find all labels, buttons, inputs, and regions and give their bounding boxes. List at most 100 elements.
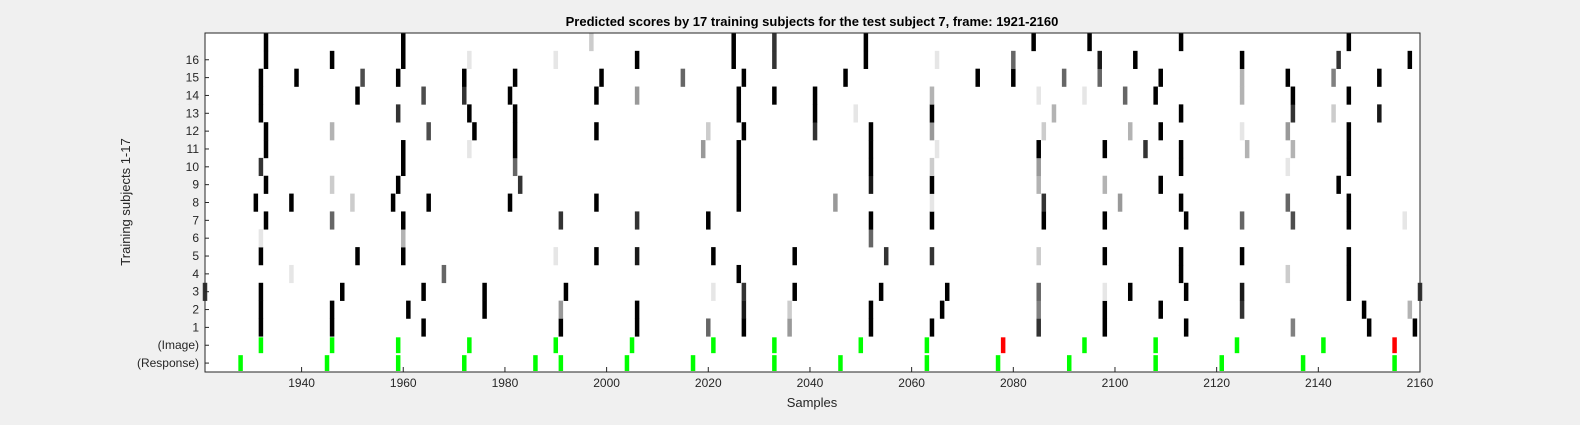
image-marker	[1321, 337, 1326, 354]
score-cell	[360, 68, 365, 87]
score-cell	[1036, 140, 1041, 159]
score-cell	[426, 193, 431, 212]
score-cell	[736, 193, 742, 212]
event-markers	[238, 337, 1397, 371]
score-cell	[929, 211, 935, 230]
score-cell	[1097, 68, 1102, 87]
image-marker	[858, 337, 864, 354]
score-cell	[1285, 122, 1291, 141]
image-marker	[395, 337, 401, 354]
score-cell	[1122, 86, 1128, 105]
score-cell	[401, 247, 406, 266]
score-cell	[939, 300, 945, 319]
score-cell	[1346, 33, 1352, 52]
y-tick-label: 7	[192, 213, 199, 227]
score-cell	[401, 229, 406, 248]
response-marker	[238, 355, 243, 371]
response-marker	[558, 355, 564, 371]
image-marker	[711, 337, 716, 354]
score-cell	[263, 211, 269, 230]
response-marker	[772, 355, 777, 371]
x-axis-label: Samples	[787, 395, 838, 410]
score-cell	[563, 282, 569, 301]
score-cell	[736, 140, 742, 159]
score-cell	[1290, 104, 1296, 123]
score-cell	[1239, 122, 1245, 141]
y-tick-label: 11	[187, 142, 200, 156]
score-cell	[929, 122, 935, 141]
score-cell	[868, 318, 874, 337]
score-cell	[1377, 68, 1382, 87]
score-cell	[736, 104, 742, 123]
score-cell	[512, 157, 518, 177]
score-cell	[868, 300, 874, 319]
image-marker	[1153, 337, 1158, 354]
score-cell	[512, 104, 518, 123]
score-cell	[934, 140, 940, 159]
score-cell	[934, 50, 940, 69]
score-cell	[1346, 264, 1352, 284]
response-marker	[1153, 355, 1158, 371]
score-cell	[350, 193, 355, 212]
y-tick-label: 15	[186, 71, 200, 85]
score-cell	[1036, 247, 1041, 266]
score-cell	[1239, 300, 1245, 319]
score-cell	[868, 140, 874, 159]
response-marker	[395, 355, 401, 371]
y-tick-label: 10	[186, 160, 200, 174]
score-cell	[868, 157, 874, 177]
score-cell	[741, 122, 747, 141]
score-cell	[1178, 140, 1184, 159]
score-cell	[395, 68, 401, 87]
score-cell	[553, 50, 559, 69]
score-cell	[975, 68, 980, 87]
response-marker	[1300, 355, 1306, 371]
score-cell	[843, 68, 848, 87]
score-cell	[1036, 318, 1041, 337]
score-cell	[355, 247, 360, 266]
score-cell	[1366, 318, 1372, 337]
score-cell	[868, 229, 874, 248]
score-cell	[558, 300, 564, 319]
score-cell	[258, 300, 264, 319]
score-cell	[929, 157, 935, 177]
score-cell	[706, 122, 711, 141]
score-cell	[1285, 193, 1291, 212]
score-cell	[594, 86, 599, 105]
score-cell	[736, 157, 742, 177]
score-cell	[1239, 50, 1245, 69]
score-cell	[329, 318, 335, 337]
score-cell	[1331, 68, 1336, 87]
score-cell	[1290, 140, 1296, 159]
response-marker	[995, 355, 1001, 371]
score-cell	[1183, 318, 1189, 337]
y-axis-label: Training subjects 1-17	[118, 138, 133, 265]
score-cell	[329, 300, 335, 319]
score-cell	[741, 282, 747, 301]
score-cell	[1346, 211, 1352, 230]
score-cell	[329, 175, 335, 194]
score-cell	[1158, 68, 1163, 87]
x-tick-label: 2020	[695, 376, 722, 390]
score-cell	[390, 193, 396, 212]
score-cell	[441, 264, 447, 284]
score-cell	[711, 247, 716, 266]
image-marker	[924, 337, 930, 354]
score-cell	[395, 175, 401, 194]
x-tick-label: 2060	[898, 376, 925, 390]
score-cell	[421, 282, 426, 301]
score-cell	[741, 300, 747, 319]
score-cell	[1031, 33, 1036, 52]
image-marker	[553, 337, 559, 354]
score-cell	[1178, 193, 1184, 212]
score-cell	[1036, 157, 1041, 177]
score-cell	[517, 175, 523, 194]
score-cell	[462, 68, 467, 87]
score-cell	[1178, 247, 1184, 266]
score-cell	[883, 247, 889, 266]
score-cell	[944, 282, 950, 301]
score-cell	[929, 318, 935, 337]
x-tick-label: 2040	[797, 376, 824, 390]
score-cell	[558, 211, 564, 230]
x-tick-label: 2080	[1000, 376, 1027, 390]
